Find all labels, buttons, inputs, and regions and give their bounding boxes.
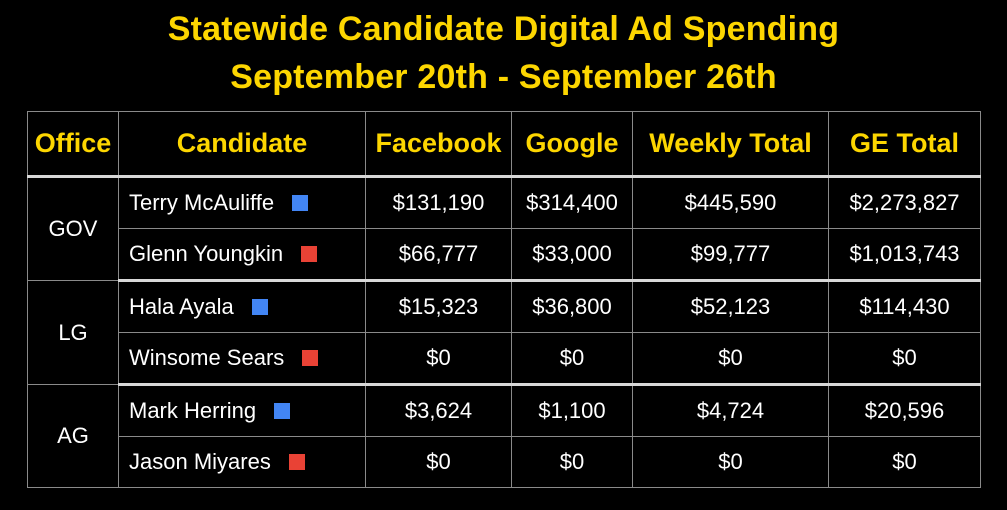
ge-total-cell: $0 [828,332,981,386]
google-cell: $33,000 [511,228,633,282]
ge-total-cell: $2,273,827 [828,176,981,229]
office-cell: GOV [27,176,119,281]
facebook-cell: $0 [365,332,512,386]
weekly-total-cell: $0 [632,436,829,488]
red-party-square-icon [301,246,318,262]
header-facebook: Facebook [365,111,512,178]
table-row: Winsome Sears $0 $0 $0 $0 [28,332,981,386]
header-weekly-total: Weekly Total [632,111,829,178]
red-party-square-icon [302,350,319,366]
candidate-name: Glenn Youngkin [129,241,284,266]
table-row: Jason Miyares $0 $0 $0 $0 [28,436,981,488]
office-cell: AG [27,384,119,488]
weekly-total-cell: $445,590 [632,176,829,229]
table-header-row: Office Candidate Facebook Google Weekly … [27,111,981,178]
google-cell: $0 [511,332,633,386]
google-cell: $0 [511,436,633,488]
blue-party-square-icon [251,299,268,315]
google-cell: $36,800 [511,280,633,333]
header-ge-total: GE Total [828,111,981,178]
header-google: Google [511,111,633,178]
blue-party-square-icon [274,403,291,419]
ge-total-cell: $114,430 [828,280,981,333]
page-title: Statewide Candidate Digital Ad Spending [167,10,840,48]
candidate-cell: Terry McAuliffe [118,176,366,229]
table-row: Glenn Youngkin $66,777 $33,000 $99,777 $1,01… [28,228,981,282]
weekly-total-cell: $4,724 [632,384,829,437]
candidate-name: Jason Miyares [129,449,271,474]
table-row: AG Mark Herring $3,624 $1,100 $4,724 $20,596 [27,384,981,488]
table-row: GOV Terry McAuliffe $131,190 $314,400 $445,5… [27,176,981,281]
candidate-cell: Hala Ayala [118,280,366,333]
facebook-cell: $3,624 [365,384,512,437]
candidate-cell: Mark Herring [118,384,366,437]
google-cell: $1,100 [511,384,633,437]
weekly-total-cell: $0 [632,332,829,386]
red-party-square-icon [288,454,305,470]
weekly-total-cell: $52,123 [632,280,829,333]
ge-total-cell: $1,013,743 [828,228,981,282]
facebook-cell: $131,190 [365,176,512,229]
candidate-name: Mark Herring [129,398,257,423]
table-row: LG Hala Ayala $15,323 $36,800 $52,123 $114,43… [27,280,981,385]
header-office: Office [27,111,119,178]
ge-total-cell: $0 [828,436,981,488]
office-cell: LG [27,280,119,385]
candidate-name: Terry McAuliffe [129,190,275,215]
weekly-total-cell: $99,777 [632,228,829,282]
google-cell: $314,400 [511,176,633,229]
blue-party-square-icon [292,195,309,211]
facebook-cell: $15,323 [365,280,512,333]
candidate-cell: Winsome Sears [118,332,366,386]
page-subtitle-date-range: September 20th - September 26th [230,58,777,96]
facebook-cell: $66,777 [365,228,512,282]
candidate-cell: Jason Miyares [118,436,366,488]
candidate-name: Hala Ayala [129,294,234,319]
candidate-cell: Glenn Youngkin [118,228,366,282]
facebook-cell: $0 [365,436,512,488]
ge-total-cell: $20,596 [828,384,981,437]
ad-spending-table: Office Candidate Facebook Google Weekly … [27,111,981,488]
header-candidate: Candidate [118,111,366,178]
table-body: GOV Terry McAuliffe $131,190 $314,400 $445,5… [27,176,981,488]
candidate-name: Winsome Sears [129,345,285,370]
